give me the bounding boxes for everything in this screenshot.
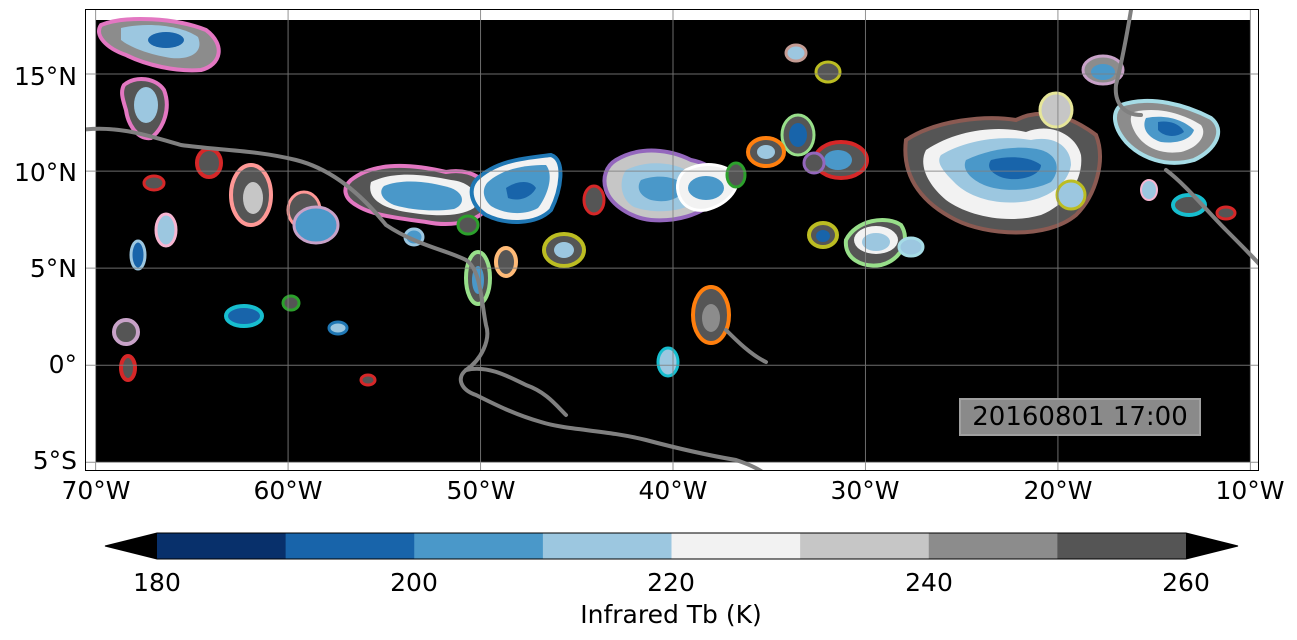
cloud-cluster	[112, 147, 340, 382]
colorbar-segment	[285, 533, 415, 559]
cloud-cluster	[903, 111, 1102, 235]
lon-label: 30°W	[830, 476, 900, 505]
colorbar-tick-label: 220	[647, 568, 695, 597]
cloud-cluster	[469, 152, 563, 224]
lon-label: 20°W	[1023, 476, 1093, 505]
satellite-map	[86, 10, 1258, 470]
colorbar-label: Infrared Tb (K)	[580, 600, 762, 629]
cloud-cluster	[343, 163, 494, 226]
colorbar-tick-label: 200	[390, 568, 438, 597]
colorbar-segment	[671, 533, 801, 559]
colorbar-tick-label: 180	[133, 568, 181, 597]
colorbar-extend-min	[105, 533, 157, 559]
cloud-cluster	[97, 17, 221, 141]
timestamp-label: 20160801 17:00	[959, 398, 1201, 436]
lat-label: 15°N	[13, 62, 77, 91]
lon-label: 40°W	[638, 476, 708, 505]
map-panel	[85, 9, 1259, 471]
lon-label: 10°W	[1215, 476, 1285, 505]
colorbar-segment	[542, 533, 672, 559]
lat-label: 5°N	[29, 254, 77, 283]
colorbar-segment	[928, 533, 1058, 559]
graticule	[86, 10, 1258, 470]
colorbar-segment	[800, 533, 930, 559]
coastline	[86, 10, 1258, 470]
colorbar-segment	[1057, 533, 1187, 559]
lat-label: 10°N	[13, 158, 77, 187]
colorbar-segment	[414, 533, 544, 559]
cloud-cluster	[725, 43, 869, 189]
cloud-cluster	[676, 163, 739, 212]
colorbar-tick-label: 240	[905, 568, 953, 597]
colorbar	[104, 532, 1239, 560]
lat-label: 0°	[48, 350, 77, 379]
cloud-clusters	[97, 17, 1237, 387]
colorbar-outline	[104, 532, 1239, 560]
lon-label: 70°W	[61, 476, 131, 505]
lat-label: 5°S	[32, 446, 77, 475]
lon-label: 60°W	[253, 476, 323, 505]
colorbar-segment	[157, 533, 287, 559]
colorbar-extend-max	[1186, 533, 1238, 559]
lon-label: 50°W	[446, 476, 516, 505]
colorbar-tick-label: 260	[1162, 568, 1210, 597]
